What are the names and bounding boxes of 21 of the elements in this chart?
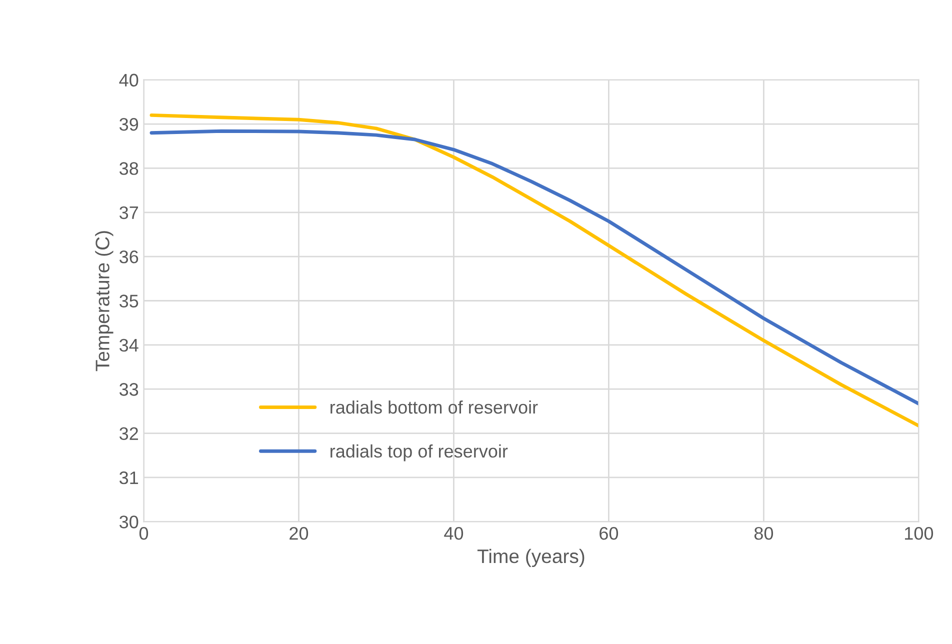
- x-tick-label: 60: [600, 526, 618, 540]
- x-tick-label: 100: [904, 526, 934, 540]
- y-tick-label: 34: [120, 338, 138, 352]
- legend-label: radials bottom of reservoir: [330, 400, 538, 414]
- y-tick-label: 40: [119, 74, 138, 87]
- y-tick-label: 39: [120, 118, 138, 131]
- x-tick-label: 40: [444, 526, 464, 540]
- y-tick-label: 33: [120, 383, 138, 396]
- x-tick-label: 0: [139, 526, 148, 540]
- y-tick-label: 35: [120, 294, 138, 308]
- y-tick-label: 38: [120, 162, 138, 175]
- y-axis-title: Temperature (C): [95, 231, 114, 372]
- y-tick-label: 32: [120, 427, 138, 440]
- x-tick-label: 20: [290, 526, 308, 540]
- legend-label: radials top of reservoir: [330, 444, 508, 462]
- y-tick-label: 31: [120, 471, 138, 484]
- y-tick-label: 30: [120, 516, 138, 528]
- y-tick-label: 36: [120, 250, 138, 264]
- x-axis-title: Time (years): [477, 548, 584, 568]
- x-tick-label: 80: [754, 526, 774, 540]
- y-tick-label: 37: [120, 206, 138, 220]
